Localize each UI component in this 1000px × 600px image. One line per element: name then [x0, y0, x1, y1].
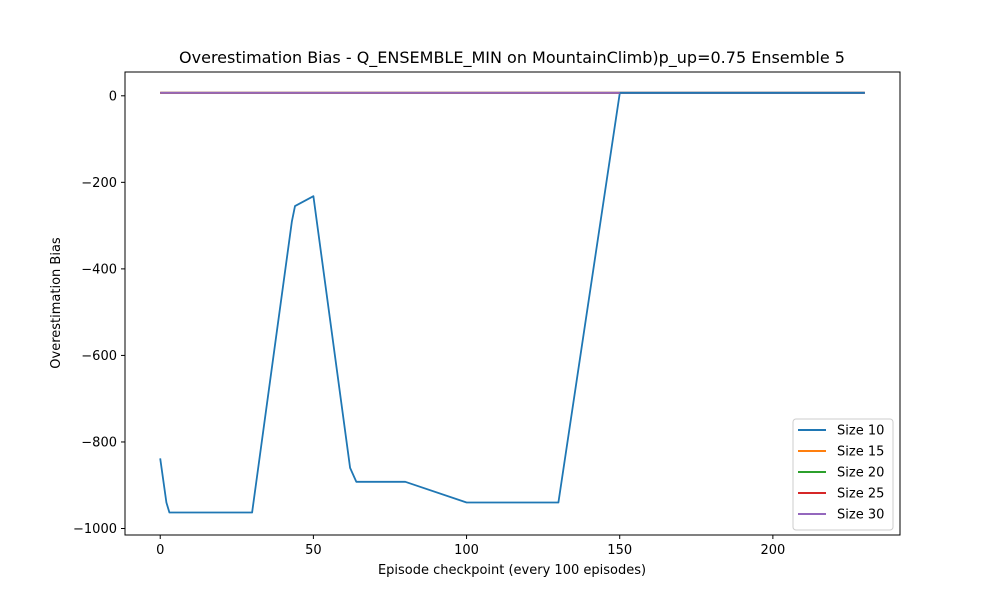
legend-label: Size 10 [837, 424, 884, 439]
legend: Size 10 Size 15 Size 20 Size 25 Size 30 [792, 418, 894, 531]
y-axis-label: Overestimation Bias [49, 237, 64, 369]
x-tick-label: 0 [156, 543, 164, 558]
y-tick-label: −400 [81, 262, 117, 277]
legend-label: Size 30 [837, 508, 884, 523]
y-tick-label: −1000 [73, 522, 117, 537]
x-tick-label: 50 [305, 543, 322, 558]
x-tick-label: 200 [760, 543, 785, 558]
chart-title: Overestimation Bias - Q_ENSEMBLE_MIN on … [179, 48, 845, 68]
legend-label: Size 20 [837, 466, 884, 481]
x-tick-label: 100 [454, 543, 479, 558]
plot-area [125, 72, 900, 535]
x-tick-label: 150 [607, 543, 632, 558]
legend-label: Size 25 [837, 487, 884, 502]
x-axis-label: Episode checkpoint (every 100 episodes) [378, 563, 646, 578]
series-line-0 [159, 93, 621, 514]
legend-box [792, 418, 894, 531]
y-tick-label: −600 [81, 349, 117, 364]
legend-label: Size 15 [837, 445, 884, 460]
y-tick-label: 0 [109, 89, 117, 104]
y-tick-label: −800 [81, 435, 117, 450]
axes-frame [124, 71, 901, 536]
y-tick-label: −200 [81, 176, 117, 191]
